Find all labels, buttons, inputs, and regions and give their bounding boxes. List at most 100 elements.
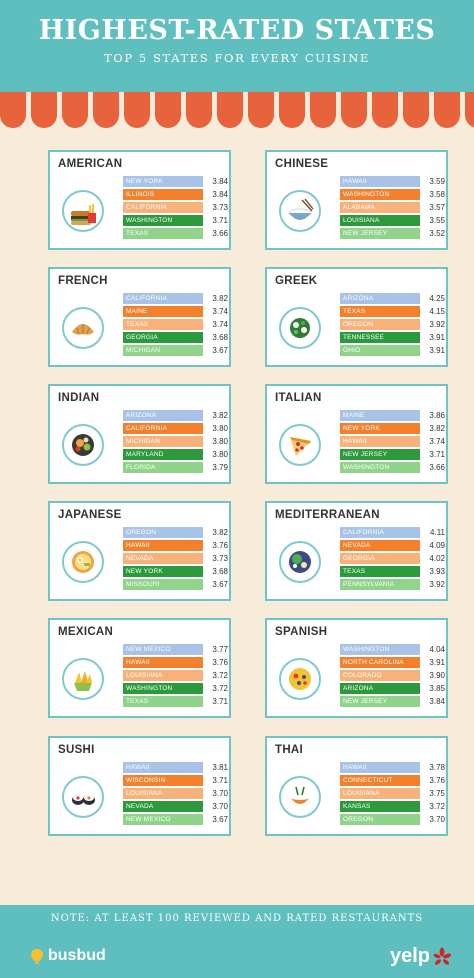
meze-plate-icon — [279, 541, 321, 583]
state-score: 3.80 — [212, 437, 228, 447]
burger-fries-icon — [62, 190, 104, 232]
state-score: 3.70 — [429, 815, 445, 825]
ranking-row: Hawaii 3.74 — [340, 436, 445, 448]
ranking-list: Arizona 3.82 California 3.80 Michigan 3.80 Mar… — [123, 410, 228, 475]
awning-scallop — [372, 92, 398, 128]
state-bar: Washington — [123, 683, 203, 695]
state-bar: Ohio — [340, 345, 420, 357]
footer-banner: NOTE: AT LEAST 100 REVIEWED AND RATED RE… — [0, 905, 474, 978]
ranking-row: Hawaii 3.76 — [123, 540, 228, 552]
cuisine-card-french: FRENCH California 3.82 Maine 3.74 Texas 3.74 Ge… — [48, 267, 231, 367]
state-score: 3.84 — [429, 697, 445, 707]
cuisine-name: AMERICAN — [58, 158, 123, 170]
cuisine-name: CHINESE — [275, 158, 329, 170]
state-score: 3.82 — [212, 294, 228, 304]
state-bar: Texas — [123, 319, 203, 331]
state-score: 4.25 — [429, 294, 445, 304]
state-bar: Tennessee — [340, 332, 420, 344]
state-score: 3.75 — [429, 789, 445, 799]
ranking-row: Florida 3.79 — [123, 462, 228, 474]
state-bar: New York — [123, 566, 203, 578]
state-score: 3.86 — [429, 411, 445, 421]
state-bar: New Jersey — [340, 228, 420, 240]
state-score: 3.52 — [429, 229, 445, 239]
state-bar: Maine — [340, 410, 420, 422]
curry-plate-icon — [62, 424, 104, 466]
sushi-rolls-icon — [62, 776, 104, 818]
ranking-row: Washington 4.04 — [340, 644, 445, 656]
state-score: 3.73 — [212, 554, 228, 564]
state-bar: California — [123, 293, 203, 305]
ranking-row: Connecticut 3.76 — [340, 775, 445, 787]
ranking-row: New Jersey 3.71 — [340, 449, 445, 461]
state-score: 3.91 — [429, 658, 445, 668]
ranking-row: Maryland 3.80 — [123, 449, 228, 461]
pizza-slice-icon — [279, 424, 321, 466]
ranking-row: Nevada 3.70 — [123, 801, 228, 813]
ranking-row: Missouri 3.67 — [123, 579, 228, 591]
state-score: 3.74 — [212, 307, 228, 317]
state-score: 3.58 — [429, 190, 445, 200]
state-bar: California — [123, 202, 203, 214]
state-bar: Nevada — [123, 801, 203, 813]
state-score: 3.80 — [212, 450, 228, 460]
state-score: 3.68 — [212, 333, 228, 343]
state-bar: Oregon — [340, 319, 420, 331]
awning-scallop — [93, 92, 119, 128]
state-bar: Georgia — [340, 553, 420, 565]
ranking-row: Washington 3.71 — [123, 215, 228, 227]
state-bar: North Carolina — [340, 657, 420, 669]
ranking-row: New York 3.68 — [123, 566, 228, 578]
state-score: 3.67 — [212, 815, 228, 825]
cuisine-name: SUSHI — [58, 744, 95, 756]
ranking-row: California 4.11 — [340, 527, 445, 539]
state-score: 3.91 — [429, 346, 445, 356]
ranking-row: Illinois 3.84 — [123, 189, 228, 201]
state-bar: New Jersey — [340, 696, 420, 708]
state-bar: Arizona — [340, 293, 420, 305]
state-score: 3.80 — [212, 424, 228, 434]
state-score: 3.79 — [212, 463, 228, 473]
cuisine-name: ITALIAN — [275, 392, 322, 404]
yelp-logo: yelp — [390, 945, 452, 968]
ranking-row: New York 3.84 — [123, 176, 228, 188]
ranking-row: Alabama 3.57 — [340, 202, 445, 214]
ranking-row: Hawaii 3.76 — [123, 657, 228, 669]
ranking-row: Georgia 4.02 — [340, 553, 445, 565]
ranking-row: Texas 3.66 — [123, 228, 228, 240]
state-score: 3.78 — [429, 763, 445, 773]
paella-icon — [279, 658, 321, 700]
thai-bowl-icon — [279, 776, 321, 818]
state-score: 3.82 — [429, 424, 445, 434]
ranking-row: Hawaii 3.59 — [340, 176, 445, 188]
ranking-row: Texas 4.15 — [340, 306, 445, 318]
state-bar: Missouri — [123, 579, 203, 591]
ranking-list: Arizona 4.25 Texas 4.15 Oregon 3.92 Tennessee 3… — [340, 293, 445, 358]
awning-scallop — [0, 92, 26, 128]
ranking-row: Michigan 3.67 — [123, 345, 228, 357]
ranking-list: Hawaii 3.81 Wisconsin 3.71 Louisiana 3.70 Neva… — [123, 762, 228, 827]
croissant-icon — [62, 307, 104, 349]
state-bar: Hawaii — [340, 176, 420, 188]
ranking-row: Nevada 4.09 — [340, 540, 445, 552]
state-bar: Washington — [340, 189, 420, 201]
footer-note: NOTE: AT LEAST 100 REVIEWED AND RATED RE… — [50, 913, 424, 924]
state-score: 3.67 — [212, 346, 228, 356]
state-bar: Hawaii — [123, 540, 203, 552]
state-bar: Washington — [340, 644, 420, 656]
awning-scallop — [248, 92, 274, 128]
awning-scallop — [434, 92, 460, 128]
cuisine-card-mediterranean: MEDITERRANEAN California 4.11 Nevada 4.09 Geo… — [265, 501, 448, 601]
cuisine-name: MEDITERRANEAN — [275, 509, 380, 521]
state-score: 3.70 — [212, 789, 228, 799]
cuisine-card-italian: ITALIAN Maine 3.86 New York 3.82 Hawaii 3.74 Ne… — [265, 384, 448, 484]
nachos-icon — [62, 658, 104, 700]
state-bar: Kansas — [340, 801, 420, 813]
awning-scallop — [279, 92, 305, 128]
header-banner: HIGHEST-RATED STATES TOP 5 STATES FOR EV… — [0, 0, 474, 92]
state-bar: New Mexico — [123, 814, 203, 826]
awning-scallop — [62, 92, 88, 128]
state-bar: Michigan — [123, 345, 203, 357]
ranking-list: New Mexico 3.77 Hawaii 3.76 Louisiana 3.72 Was… — [123, 644, 228, 709]
ranking-row: Colorado 3.90 — [340, 670, 445, 682]
